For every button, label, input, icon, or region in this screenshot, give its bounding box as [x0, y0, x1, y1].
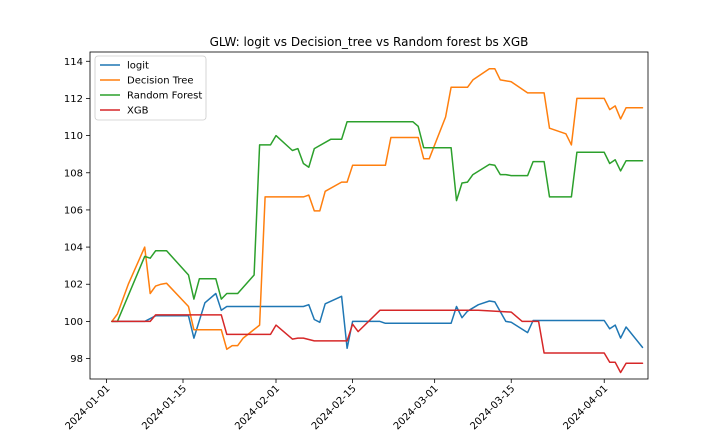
y-axis: 98 100 102 104 106 108 110 112 114 [64, 57, 90, 365]
chart-title: GLW: logit vs Decision_tree vs Random fo… [210, 35, 529, 49]
y-tick-label: 110 [64, 131, 83, 142]
y-tick-label: 104 [64, 243, 83, 254]
y-tick-label: 106 [64, 205, 83, 216]
legend-label: Decision Tree [127, 76, 194, 87]
series-line-random-forest [111, 120, 644, 323]
y-tick-label: 98 [70, 354, 83, 365]
plot-lines [111, 67, 644, 374]
y-tick-label: 100 [64, 317, 83, 328]
legend-label: XGB [127, 106, 149, 117]
y-tick-label: 108 [64, 168, 83, 179]
series-line-logit [111, 292, 644, 350]
y-tick-label: 102 [64, 280, 83, 291]
legend-label: logit [127, 61, 149, 72]
series-line-decision-tree [111, 67, 644, 351]
y-tick-label: 112 [64, 94, 83, 105]
legend-label: Random Forest [127, 91, 202, 102]
series-line-xgb [111, 309, 644, 374]
legend: logit Decision Tree Random Forest XGB [94, 55, 207, 121]
legend-frame [94, 55, 207, 121]
plot-frame [89, 51, 649, 380]
y-tick-label: 114 [64, 57, 83, 68]
